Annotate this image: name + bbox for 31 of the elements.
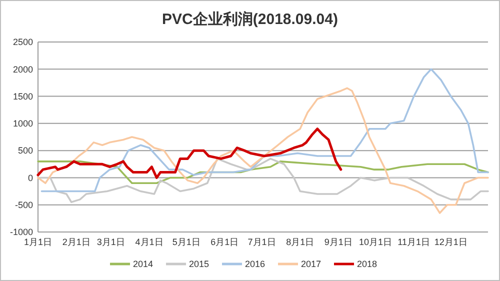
y-tick-label: 0 [28,172,33,183]
line-series [37,87,489,214]
y-tick-label: 1000 [12,118,33,129]
x-tick-label: 9月1日 [324,237,352,247]
legend-label: 2015 [189,259,210,269]
x-tick-label: 10月1日 [358,237,392,247]
y-tick-label: -500 [14,200,33,210]
y-tick-label: -1000 [10,227,33,238]
x-tick-label: 7月1日 [248,237,276,247]
line-series [37,160,489,184]
y-tick-label: 2000 [12,64,33,74]
legend-label: 2016 [245,259,266,269]
chart-title: PVC企业利润(2018.09.04) [162,10,338,28]
x-tick-label: 1月1日 [24,237,52,247]
x-tick-label: 11月1日 [398,237,430,247]
line-series [37,158,489,204]
y-tick-label: 2500 [12,37,33,48]
line-series [36,128,342,179]
x-tick-label: 8月1日 [286,237,314,247]
x-tick-label: 5月1日 [172,237,200,247]
legend-label: 2018 [357,259,378,269]
y-tick-label: 1500 [12,91,33,102]
x-tick-label: 3月1日 [96,237,125,247]
legend-label: 2017 [301,259,322,269]
x-tick-label: 2月1日 [62,237,90,247]
x-tick-label: 4月1日 [135,237,164,247]
line-series [40,68,489,192]
x-tick-label: 6月1日 [210,237,239,247]
x-tick-label: 12月1日 [434,237,468,247]
y-tick-label: 500 [18,146,33,156]
legend-label: 2014 [133,259,154,269]
